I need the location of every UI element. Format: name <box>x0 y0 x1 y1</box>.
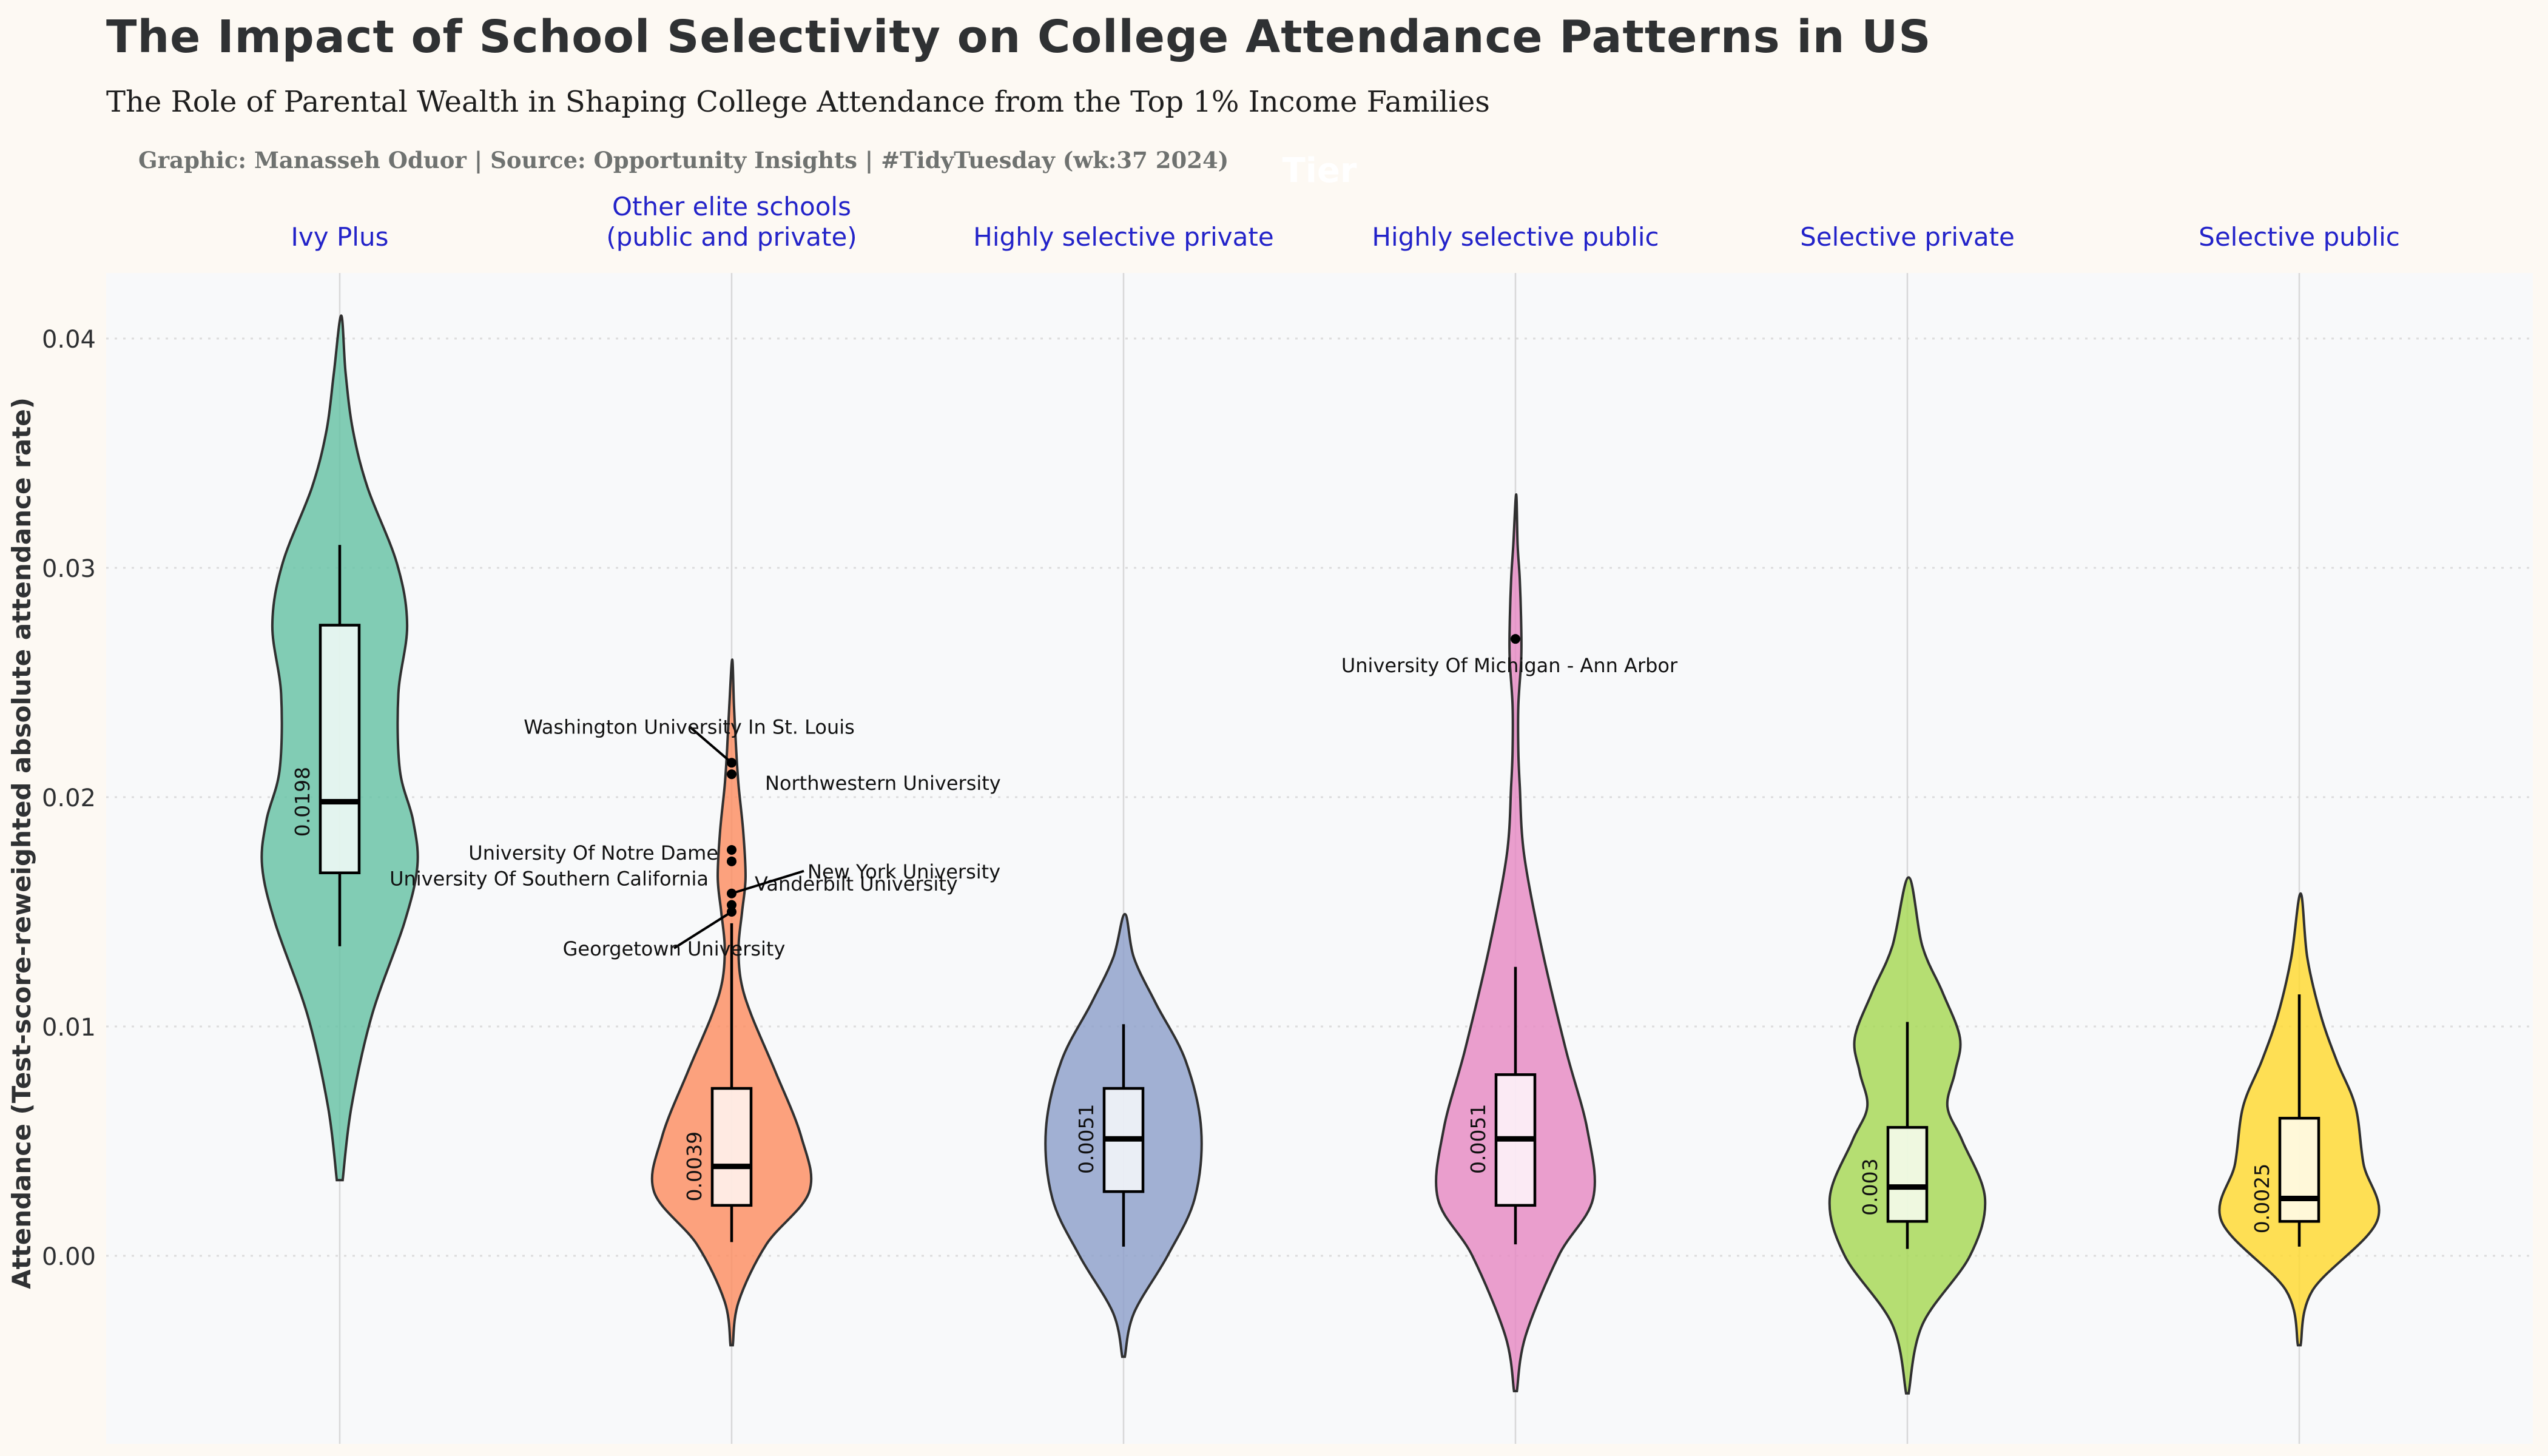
y-tick-label: 0.03 <box>42 555 96 583</box>
iqr-box <box>710 1087 753 1207</box>
violin-group: Highly selective private 0.0051 <box>973 222 1274 1358</box>
iqr-box <box>318 624 361 874</box>
groups-layer: Ivy Plus 0.0198 Other elite schools (public… <box>260 192 2400 1395</box>
outlier-point <box>727 900 736 910</box>
outlier-label: Washington University In St. Louis <box>524 715 855 738</box>
outlier-point <box>727 856 736 866</box>
facet-header: Highly selective public <box>1372 222 1659 252</box>
chart-caption: Graphic: Manasseh Oduor | Source: Opport… <box>138 147 1229 174</box>
median-label: 0.0198 <box>291 767 314 837</box>
violin-group: Selective public 0.0025 <box>2199 222 2400 1347</box>
median-label: 0.0039 <box>682 1131 706 1201</box>
violin-group: Selective private 0.003 <box>1800 222 2015 1395</box>
y-axis: 0.00 0.01 0.02 0.03 0.04 <box>42 326 96 1271</box>
y-tick-label: 0.01 <box>42 1014 96 1042</box>
violin-group: Ivy Plus 0.0198 <box>260 222 419 1182</box>
facet-header: Other elite schools (public and private) <box>606 192 857 252</box>
outlier-label: University Of Notre Dame <box>468 841 718 864</box>
iqr-box <box>2278 1116 2320 1223</box>
outlier-point <box>1511 634 1520 644</box>
violin-group: Highly selective public 0.0051 University … <box>1341 222 1678 1393</box>
outlier-point <box>727 769 736 780</box>
outlier-label: Georgetown University <box>563 937 786 960</box>
y-tick-label: 0.00 <box>42 1243 96 1271</box>
violin <box>1435 493 1596 1393</box>
label-leader <box>673 911 733 949</box>
median-label: 0.0051 <box>1466 1104 1490 1173</box>
label-leader <box>688 725 733 764</box>
outlier-point <box>727 844 736 855</box>
iqr-box <box>1886 1126 1929 1223</box>
median-label: 0.003 <box>1858 1158 1882 1215</box>
outlier-label: Northwestern University <box>765 772 1001 795</box>
outlier-label: University Of Southern California <box>389 868 709 891</box>
facet-header: Selective public <box>2199 222 2400 252</box>
y-axis-title: Attendance (Test-score-reweighted absolu… <box>7 397 36 1289</box>
violin-group: Other elite schools (public and private) 0… <box>389 192 1001 1347</box>
outlier-label: New York University <box>807 860 1000 883</box>
facet-strip-label: Tier <box>1282 151 1357 190</box>
y-tick-label: 0.04 <box>42 326 96 354</box>
y-tick-label: 0.02 <box>42 784 96 812</box>
chart-title: The Impact of School Selectivity on Coll… <box>106 11 1932 63</box>
facet-header: Selective private <box>1800 222 2015 252</box>
facet-header: Highly selective private <box>973 222 1273 252</box>
plot-panel <box>106 273 2533 1444</box>
label-leader <box>731 869 804 895</box>
median-label: 0.0051 <box>1074 1104 1098 1173</box>
median-label: 0.0025 <box>2250 1164 2274 1233</box>
chart-subtitle: The Role of Parental Wealth in Shaping C… <box>106 85 1490 119</box>
facet-header: Ivy Plus <box>291 222 389 252</box>
outlier-label: University Of Michigan - Ann Arbor <box>1341 654 1678 677</box>
